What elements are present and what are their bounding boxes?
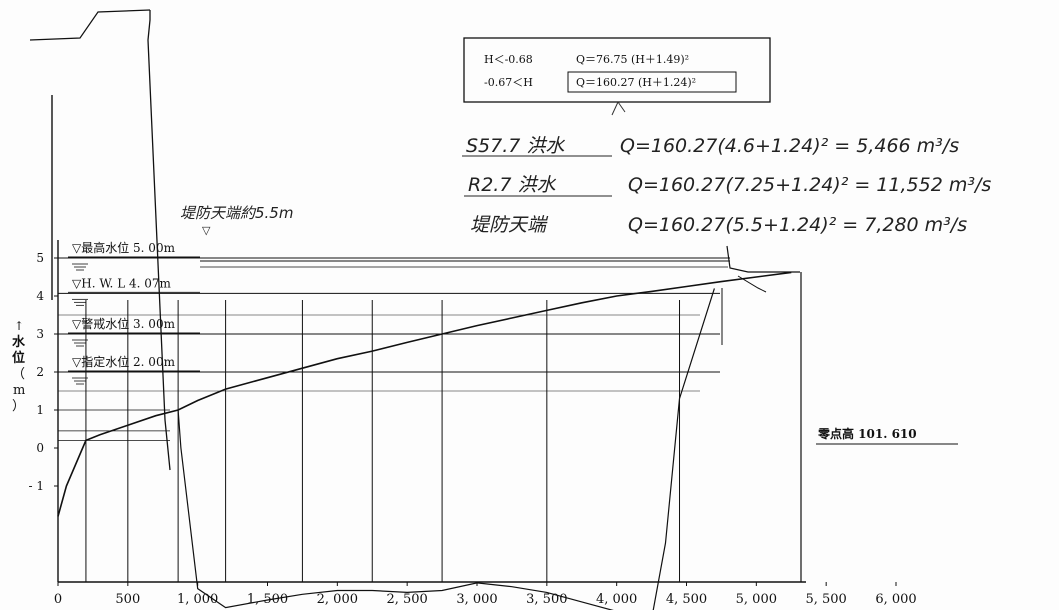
hw-annotation: 堤防天端約5.5m — [180, 204, 293, 222]
x-tick-label: 500 — [115, 592, 140, 607]
svg-text:）: ） — [12, 399, 25, 414]
cross-section-line — [177, 288, 715, 610]
eq-row1-eq: Q＝76.75 (H＋1.49)² — [576, 53, 689, 66]
top-profile-line — [29, 9, 151, 41]
rating-curve-line — [57, 271, 792, 517]
water-level-lines — [58, 257, 730, 441]
y-tick-label: - 1 — [28, 479, 44, 493]
datum-label: 零点高 101. 610 — [817, 426, 917, 441]
hw-line3-label: 堤防天端 — [470, 214, 549, 236]
x-tick-label: 1, 000 — [177, 592, 218, 607]
svg-text:水: 水 — [12, 334, 26, 350]
hw-line1-label: S57.7 洪水 — [466, 135, 565, 157]
eq-row1-cond: H＜-0.68 — [484, 53, 533, 66]
svg-text:▽: ▽ — [202, 224, 211, 237]
handwritten-notes: S57.7 洪水 Q=160.27(4.6+1.24)² = 5,466 m³/… — [180, 135, 991, 237]
y-tick-label: 2 — [36, 365, 44, 379]
x-tick-label: 2, 500 — [386, 592, 427, 607]
y-tick-label: 0 — [36, 441, 44, 455]
levee-profile — [147, 10, 802, 582]
equation-box: H＜-0.68 Q＝76.75 (H＋1.49)² -0.67＜H Q＝160.… — [463, 37, 771, 116]
level-label: ▽H. W. L 4. 07m — [72, 276, 172, 290]
y-axis-ticks: 5 4 3 2 1 0 - 1 — [28, 251, 58, 493]
hw-line2-eq: Q=160.27(7.25+1.24)² = 11,552 m³/s — [628, 174, 991, 196]
level-label: ▽最高水位 5. 00m — [72, 240, 176, 255]
svg-text:↑: ↑ — [14, 319, 24, 333]
level-label: ▽警戒水位 3. 00m — [72, 316, 176, 331]
x-tick-label: 3, 000 — [456, 592, 497, 607]
svg-text:位: 位 — [12, 350, 25, 366]
y-tick-label: 5 — [36, 251, 44, 265]
x-tick-label: 5, 000 — [736, 592, 777, 607]
hw-line1-eq: Q=160.27(4.6+1.24)² = 5,466 m³/s — [620, 135, 959, 157]
station-lines — [85, 300, 681, 582]
x-tick-label: 4, 000 — [596, 592, 637, 607]
svg-text:m: m — [13, 383, 25, 398]
eq-row2-eq: Q＝160.27 (H＋1.24)² — [576, 76, 696, 89]
x-tick-label: 3, 500 — [526, 592, 567, 607]
x-tick-label: 2, 000 — [317, 592, 358, 607]
level-label: ▽指定水位 2. 00m — [72, 354, 176, 369]
x-tick-label: 4, 500 — [666, 592, 707, 607]
x-axis-ticks: 0 500 1, 000 1, 500 2, 000 2, 500 3, 000 3, 500… — [54, 582, 917, 607]
y-axis-label: ↑ 水 位 （ m ） — [12, 319, 26, 414]
svg-text:（: （ — [12, 367, 25, 382]
water-level-labels: ▽最高水位 5. 00m ▽H. W. L 4. 07m ▽警戒水位 3. 00m ▽… — [68, 240, 200, 385]
x-tick-label: 6, 000 — [875, 592, 916, 607]
axes — [57, 240, 806, 583]
x-tick-label: 5, 500 — [805, 592, 846, 607]
y-tick-label: 3 — [36, 327, 44, 341]
eq-row2-cond: -0.67＜H — [484, 76, 533, 89]
hw-line2-label: R2.7 洪水 — [468, 174, 556, 196]
y-tick-label: 1 — [36, 403, 44, 417]
hw-line3-eq: Q=160.27(5.5+1.24)² = 7,280 m³/s — [628, 214, 967, 236]
x-tick-label: 0 — [54, 592, 62, 607]
y-tick-label: 4 — [36, 289, 44, 303]
